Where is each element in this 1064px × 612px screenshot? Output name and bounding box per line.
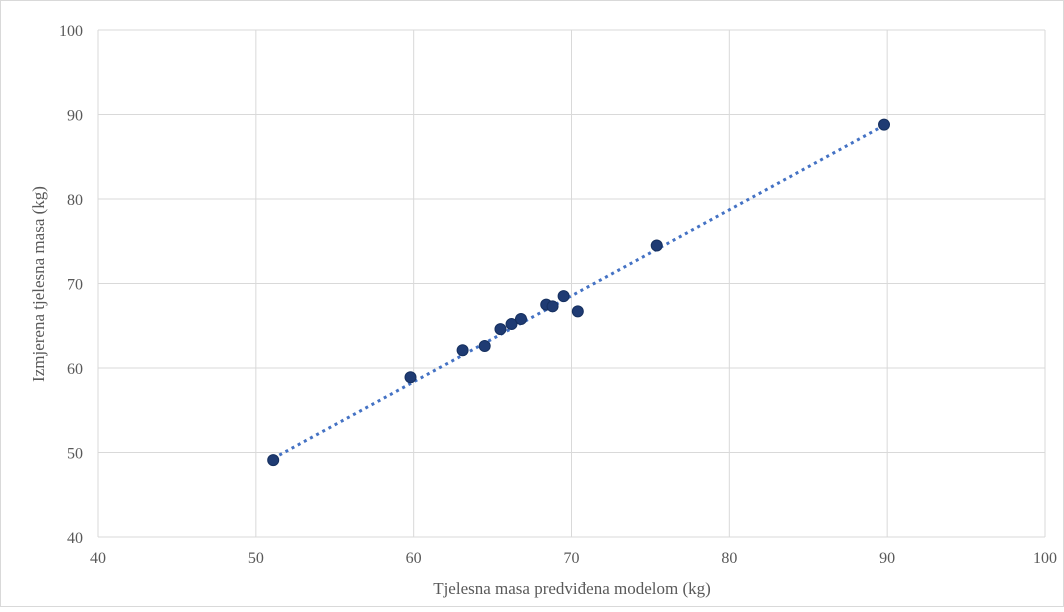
y-axis-title: Izmjerena tjelesna masa (kg) [29, 186, 48, 382]
x-axis-title: Tjelesna masa predviđena modelom (kg) [433, 579, 711, 598]
data-point [494, 323, 507, 336]
data-point [650, 239, 663, 252]
tick-labels: 40 50 60 70 80 90 100 40 50 60 70 80 90 100 [59, 23, 1057, 567]
x-tick-label: 70 [564, 550, 580, 567]
data-point [878, 118, 891, 131]
x-tick-label: 100 [1033, 550, 1057, 567]
y-tick-label: 40 [67, 530, 83, 547]
x-tick-label: 40 [90, 550, 106, 567]
data-point [505, 318, 518, 331]
y-tick-label: 80 [67, 192, 83, 209]
y-tick-label: 90 [67, 108, 83, 125]
gridlines [97, 29, 1046, 538]
data-point [571, 305, 584, 318]
x-tick-label: 60 [406, 550, 422, 567]
y-tick-label: 60 [67, 361, 83, 378]
y-tick-label: 70 [67, 277, 83, 294]
data-point [478, 340, 491, 353]
data-point [404, 371, 417, 384]
data-point [267, 454, 280, 467]
x-tick-label: 80 [721, 550, 737, 567]
y-tick-label: 100 [59, 23, 83, 40]
data-point [557, 290, 570, 303]
data-points [267, 118, 891, 467]
y-tick-label: 50 [67, 446, 83, 463]
data-point [514, 312, 527, 325]
x-tick-label: 50 [248, 550, 264, 567]
x-tick-label: 90 [879, 550, 895, 567]
data-point [546, 300, 559, 313]
data-point [456, 344, 469, 357]
